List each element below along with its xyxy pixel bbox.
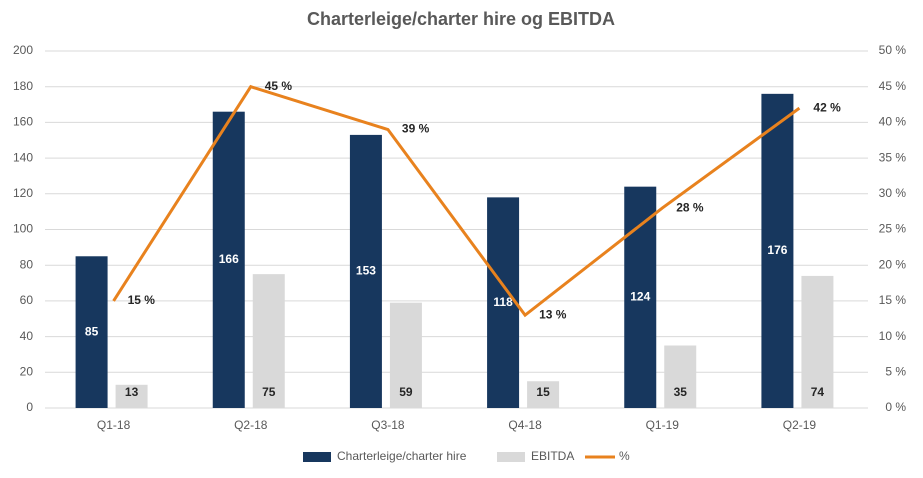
bar <box>761 93 794 408</box>
y2-tick-label: 0 % <box>885 400 906 414</box>
y-tick-label: 200 <box>13 43 33 57</box>
y2-tick-label: 5 % <box>885 364 906 378</box>
y-tick-label: 40 <box>20 329 34 343</box>
x-tick-label: Q2-18 <box>234 418 268 432</box>
legend-label: Charterleige/charter hire <box>337 449 467 463</box>
line-label: 28 % <box>676 200 704 214</box>
bar <box>487 197 520 408</box>
y-tick-label: 80 <box>20 257 34 271</box>
bar-label: 153 <box>356 264 376 278</box>
y-tick-label: 100 <box>13 222 33 236</box>
y2-tick-label: 15 % <box>879 293 907 307</box>
y2-tick-label: 25 % <box>879 222 907 236</box>
y2-tick-label: 10 % <box>879 329 907 343</box>
y2-tick-label: 35 % <box>879 150 907 164</box>
bar <box>349 134 382 408</box>
legend-swatch <box>303 452 331 462</box>
line-label: 39 % <box>402 122 430 136</box>
x-tick-label: Q1-18 <box>97 418 131 432</box>
bar <box>212 111 245 408</box>
chart-title: Charterleige/charter hire og EBITDA <box>307 9 615 29</box>
y-tick-label: 120 <box>13 186 33 200</box>
y-tick-label: 20 <box>20 364 34 378</box>
legend-swatch <box>497 452 525 462</box>
bar <box>664 345 697 408</box>
x-tick-label: Q1-19 <box>646 418 680 432</box>
bar <box>115 384 148 408</box>
legend-label: % <box>619 449 630 463</box>
line-label: 15 % <box>128 293 156 307</box>
bar-label: 35 <box>674 385 688 399</box>
bar <box>527 381 560 408</box>
y2-tick-label: 40 % <box>879 115 907 129</box>
y-tick-label: 60 <box>20 293 34 307</box>
bar-label: 85 <box>85 324 99 338</box>
x-tick-label: Q2-19 <box>783 418 817 432</box>
line-label: 42 % <box>813 100 841 114</box>
legend-label: EBITDA <box>531 449 574 463</box>
bar-label: 74 <box>811 385 825 399</box>
bar-label: 124 <box>630 290 650 304</box>
line-label: 45 % <box>265 79 293 93</box>
bar <box>252 274 285 408</box>
bar-label: 176 <box>767 243 787 257</box>
line-label: 13 % <box>539 307 567 321</box>
y2-tick-label: 20 % <box>879 257 907 271</box>
line <box>112 84 801 318</box>
y2-tick-label: 50 % <box>879 43 907 57</box>
y-tick-label: 180 <box>13 79 33 93</box>
bar <box>389 302 422 408</box>
y-tick-label: 0 <box>26 400 33 414</box>
bar <box>801 275 834 408</box>
y2-tick-label: 30 % <box>879 186 907 200</box>
x-tick-label: Q3-18 <box>371 418 405 432</box>
y-tick-label: 160 <box>13 115 33 129</box>
bar-label: 13 <box>125 385 139 399</box>
bar-label: 118 <box>493 295 513 309</box>
bar-label: 15 <box>536 385 550 399</box>
bar-label: 75 <box>262 385 276 399</box>
y2-tick-label: 45 % <box>879 79 907 93</box>
bar-label: 166 <box>219 252 239 266</box>
bar-label: 59 <box>399 385 413 399</box>
y-tick-label: 140 <box>13 150 33 164</box>
x-tick-label: Q4-18 <box>508 418 542 432</box>
bar <box>75 256 108 408</box>
